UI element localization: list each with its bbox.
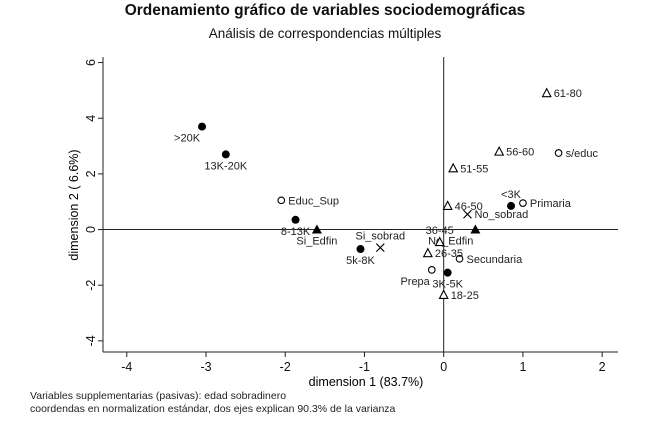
point-label: 26-35 xyxy=(435,248,463,260)
point-label: <3K xyxy=(501,189,522,201)
filled-circle-marker xyxy=(443,268,452,277)
point-si-edfin: Si_Edfin xyxy=(296,224,337,248)
hollow-triangle-marker xyxy=(438,289,449,299)
hollow-circle-marker xyxy=(427,266,436,274)
hollow-triangle-marker xyxy=(422,247,433,258)
cross-marker xyxy=(463,209,472,219)
footnote-2: coordendas en normalization estándar, do… xyxy=(30,403,396,415)
hollow-circle-marker xyxy=(455,254,464,263)
filled-circle-marker xyxy=(198,122,207,131)
point-46-50: 46-50 xyxy=(442,200,483,213)
point-56-60: 56-60 xyxy=(494,145,534,159)
reference-lines xyxy=(103,57,618,352)
filled-circle-marker xyxy=(221,150,230,159)
point-label: 18-25 xyxy=(451,290,479,302)
point-educ-sup: Educ_Sup xyxy=(277,195,339,207)
point-label: 13K-20K xyxy=(204,160,247,172)
point-label: Primaria xyxy=(530,198,572,210)
point-label: Si_sobrad xyxy=(356,231,406,243)
point-prepa: Prepa xyxy=(400,266,436,288)
point-label: 56-60 xyxy=(506,147,534,159)
x-tick-label: -1 xyxy=(359,360,370,374)
y-tick-label: 2 xyxy=(84,170,98,177)
x-axis-label: dimension 1 (83.7%) xyxy=(309,375,424,389)
hollow-triangle-marker xyxy=(541,87,552,98)
filled-triangle-marker xyxy=(470,224,481,234)
point-secundaria: Secundaria xyxy=(455,254,524,266)
point-label: Prepa xyxy=(400,276,430,288)
filled-circle-marker xyxy=(356,245,365,254)
y-tick-label: -2 xyxy=(84,280,98,291)
point-5k-8k: 5k-8K xyxy=(346,245,376,267)
y-tick-label: 0 xyxy=(84,226,98,233)
point-label: Secundaria xyxy=(467,254,524,266)
x-tick-label: 2 xyxy=(599,360,606,374)
point-61-80: 61-80 xyxy=(541,87,582,100)
y-axis-label: dimension 2 ( 6.6%) xyxy=(67,149,81,260)
point--20k: >20K xyxy=(174,122,207,145)
filled-circle-marker xyxy=(507,201,516,210)
point-si-sobrad: Si_sobrad xyxy=(356,231,406,253)
x-tick-label: -2 xyxy=(280,360,291,374)
chart-title: Ordenamiento gráfico de variables sociod… xyxy=(124,2,526,19)
point--3k: <3K xyxy=(501,189,522,210)
point-label: 36-45 xyxy=(426,225,454,237)
point-8-13k: 8-13K xyxy=(281,215,311,238)
point-label: 46-50 xyxy=(455,201,483,213)
hollow-triangle-marker xyxy=(448,162,459,173)
filled-triangle-marker xyxy=(311,224,322,234)
hollow-triangle-marker xyxy=(434,236,445,247)
filled-circle-marker xyxy=(291,215,300,224)
point-label: Educ_Sup xyxy=(288,195,339,207)
x-tick-label: -4 xyxy=(121,360,132,374)
point-label: 61-80 xyxy=(554,88,582,100)
x-tick-label: -3 xyxy=(200,360,211,374)
point-no-sobrad: No_sobrad xyxy=(463,209,528,221)
point-13k-20k: 13K-20K xyxy=(204,150,248,172)
point-18-25: 18-25 xyxy=(438,289,479,302)
cross-marker xyxy=(375,243,385,253)
data-points: >20K 13K-20K 8-13K 5k-8K 3K-5K <3K Educ_Sup Pre… xyxy=(174,87,599,302)
x-tick-label: 1 xyxy=(519,360,526,374)
point-26-35: 26-35 xyxy=(422,247,463,260)
y-tick-label: 6 xyxy=(84,59,98,66)
hollow-circle-marker xyxy=(519,199,527,207)
footnote-1: Variables supplementarias (pasivas): eda… xyxy=(30,390,287,402)
y-tick-label: -4 xyxy=(84,335,98,346)
point-3k-5k: 3K-5K xyxy=(432,268,464,291)
point-label: 51-55 xyxy=(460,163,488,175)
hollow-triangle-marker xyxy=(442,200,453,210)
hollow-circle-marker xyxy=(554,149,563,157)
x-tick-label: 0 xyxy=(440,360,447,374)
hollow-circle-marker xyxy=(277,196,286,205)
y-tick-label: 4 xyxy=(84,115,98,122)
point-label: s/educ xyxy=(566,148,599,160)
axes: -4 -3 -2 -1 0 1 2 -4 -2 0 2 4 6 xyxy=(84,57,618,374)
point-51-55: 51-55 xyxy=(448,162,488,175)
point-label: No_sobrad xyxy=(474,209,528,221)
point-label: Si_Edfin xyxy=(296,236,337,248)
hollow-triangle-marker xyxy=(494,145,505,156)
point-s-educ: s/educ xyxy=(554,148,599,160)
point-label: >20K xyxy=(174,133,201,145)
point-primaria: Primaria xyxy=(519,198,572,210)
point-label: 5k-8K xyxy=(346,255,375,267)
point-label: 8-13K xyxy=(281,226,311,238)
point-label: 3K-5K xyxy=(432,279,463,291)
point-36-45: 36-45 xyxy=(426,225,454,247)
chart-subtitle: Análisis de correspondencias múltiples xyxy=(208,26,442,41)
